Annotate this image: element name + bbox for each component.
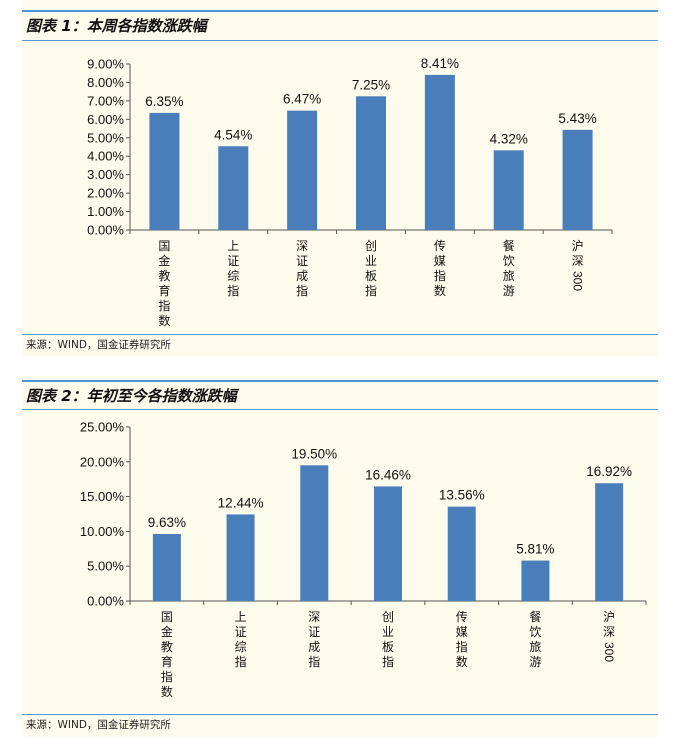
y-tick-label: 0.00% [87, 223, 124, 238]
source-note: 来源：WIND，国金证券研究所 [26, 339, 171, 351]
data-label: 13.56% [439, 488, 485, 503]
x-tick-label: 餐饮旅游 [529, 609, 541, 669]
bar [356, 96, 386, 231]
x-tick-label: 深证成指 [308, 610, 320, 669]
top-rule [22, 380, 658, 382]
x-tick-label: 餐饮旅游 [503, 238, 515, 298]
bar [447, 506, 476, 601]
data-label: 12.44% [218, 495, 264, 510]
x-tick-label: 传媒指数 [434, 238, 446, 298]
x-tick-label: 创业板指 [382, 610, 394, 669]
y-tick-label: 4.00% [87, 149, 124, 164]
y-tick-label: 15.00% [80, 489, 125, 504]
bar [424, 74, 455, 230]
bar [521, 560, 550, 601]
figure-title: 图表 1：本周各指数涨跌幅 [26, 17, 207, 35]
data-label: 6.47% [283, 92, 321, 107]
bar [595, 483, 624, 601]
data-label: 19.50% [291, 446, 337, 461]
x-tick-label: 创业板指 [365, 239, 377, 298]
bar [152, 533, 181, 601]
y-tick-label: 3.00% [87, 167, 124, 182]
bar [300, 465, 329, 601]
x-tick-label: 沪深 [572, 239, 584, 268]
figure-title: 图表 2：年初至今各指数涨跌幅 [26, 387, 237, 405]
data-label: 16.46% [365, 467, 411, 482]
y-tick-label: 10.00% [80, 524, 125, 539]
source-rule [22, 714, 658, 715]
y-tick-label: 20.00% [80, 454, 125, 469]
x-tick-label: 上证综指 [227, 239, 239, 298]
bar [226, 514, 255, 601]
data-label: 7.25% [352, 77, 390, 92]
bar [287, 110, 318, 230]
x-tick-label: 深证成指 [296, 239, 308, 298]
title-rule [22, 409, 658, 410]
top-rule [22, 10, 658, 12]
data-label: 5.43% [558, 111, 596, 126]
title-rule [22, 40, 658, 41]
x-tick-label-suffix: 300 [602, 642, 616, 662]
x-tick-label: 国金教育指数 [161, 610, 173, 699]
bar [149, 112, 180, 230]
figure-1: 图表 1：本周各指数涨跌幅 0.00% 1.00% 2.00% 3.00% 4.00% 5… [22, 0, 658, 356]
x-tick-label: 国金教育指数 [158, 239, 170, 328]
data-label: 4.54% [214, 127, 252, 142]
data-label: 5.81% [516, 542, 554, 557]
data-label: 16.92% [586, 464, 632, 479]
bar [562, 129, 593, 230]
bar [218, 146, 249, 230]
source-rule [22, 334, 658, 335]
bar [493, 150, 524, 230]
y-tick-label: 25.00% [80, 420, 125, 435]
x-tick-label: 上证综指 [235, 610, 247, 669]
y-tick-label: 8.00% [87, 75, 124, 90]
bar-chart-2: 0.00% 5.00% 10.00% 15.00% 20.00% 25.00% 9.63% 国… [80, 420, 647, 699]
x-tick-label-suffix: 300 [571, 271, 585, 291]
data-label: 8.41% [421, 56, 459, 71]
data-label: 4.32% [490, 131, 528, 146]
bar-chart-1: 0.00% 1.00% 2.00% 3.00% 4.00% 5.00% 6.00% 7.00%… [87, 56, 613, 328]
y-tick-label: 5.00% [87, 559, 124, 574]
data-label: 9.63% [148, 515, 186, 530]
y-tick-label: 1.00% [87, 204, 124, 219]
y-tick-label: 0.00% [87, 594, 124, 609]
y-tick-label: 2.00% [87, 186, 124, 201]
y-tick-label: 9.00% [87, 57, 124, 72]
bar [374, 486, 402, 601]
y-tick-label: 7.00% [87, 93, 124, 108]
source-note: 来源：WIND，国金证券研究所 [26, 719, 171, 731]
x-tick-label: 传媒指数 [456, 609, 468, 669]
x-tick-label: 沪深 [603, 610, 615, 639]
y-tick-label: 6.00% [87, 112, 124, 127]
y-tick-label: 5.00% [87, 130, 124, 145]
data-label: 6.35% [145, 94, 183, 109]
figure-2: 图表 2：年初至今各指数涨跌幅 0.00% 5.00% 10.00% 15.00% 20… [22, 376, 658, 737]
